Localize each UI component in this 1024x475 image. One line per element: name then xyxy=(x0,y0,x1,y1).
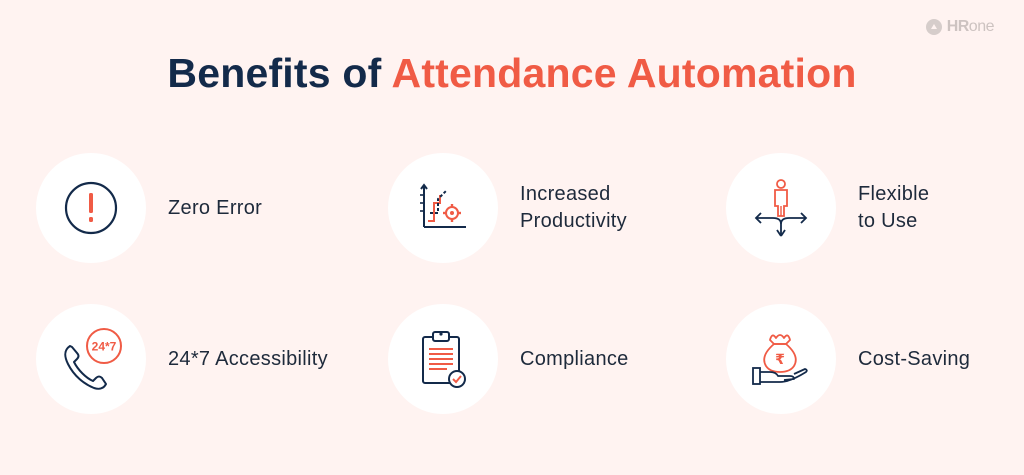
title-accent: Attendance Automation xyxy=(391,50,857,96)
benefit-label: Increased Productivity xyxy=(520,183,627,232)
benefit-flexible-to-use: Flexible to Use xyxy=(726,153,929,263)
benefit-label: 24*7 Accessibility xyxy=(168,347,328,370)
title-lead: Benefits of xyxy=(167,50,382,96)
logo-text: HRone xyxy=(946,18,995,35)
icon-circle: 24*7 xyxy=(36,304,146,414)
benefit-label: Cost-Saving xyxy=(858,347,971,370)
badge-24x7-text: 24*7 xyxy=(92,340,117,354)
benefit-label: Zero Error xyxy=(168,196,263,219)
benefit-zero-error: Zero Error xyxy=(36,153,262,263)
icon-circle xyxy=(36,153,146,263)
money-bag-hand-icon: ₹ xyxy=(752,334,808,385)
benefit-cost-saving: ₹ Cost-Saving xyxy=(726,304,970,414)
person-directions-icon xyxy=(754,179,808,237)
rupee-symbol-text: ₹ xyxy=(775,352,785,368)
benefit-24x7-accessibility: 24*7 24*7 Accessibility xyxy=(36,304,328,414)
icon-circle xyxy=(388,153,498,263)
benefit-label: Compliance xyxy=(520,347,629,370)
benefit-compliance: Compliance xyxy=(388,304,629,414)
hrone-logo: HRone xyxy=(925,18,995,36)
benefit-increased-productivity: Increased Productivity xyxy=(388,153,627,263)
logo-mark-icon xyxy=(925,19,942,35)
productivity-chart-icon xyxy=(420,183,466,228)
icon-circle: ₹ xyxy=(726,304,836,414)
page-title: Benefits of Attendance Automation xyxy=(0,50,1024,97)
icon-circle xyxy=(388,304,498,414)
icon-circle xyxy=(726,153,836,263)
clipboard-check-icon xyxy=(422,331,466,388)
benefit-label: Flexible to Use xyxy=(858,183,930,232)
phone-24x7-icon: 24*7 xyxy=(64,328,122,390)
exclamation-icon xyxy=(64,181,118,235)
